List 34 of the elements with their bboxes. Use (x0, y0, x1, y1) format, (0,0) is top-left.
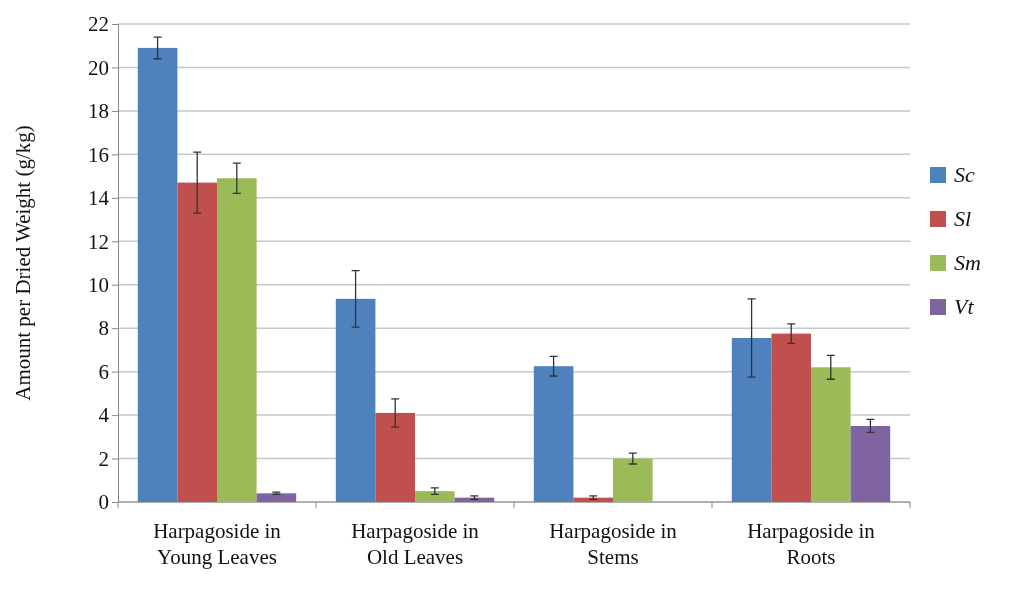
bar (731, 337, 772, 502)
legend-label: Sc (954, 162, 975, 187)
bar (771, 333, 811, 502)
y-tick-label: 12 (88, 229, 109, 254)
bar (811, 367, 851, 502)
y-tick-label: 2 (98, 446, 109, 471)
legend-label: Sl (954, 206, 972, 231)
y-axis-title: Amount per Dried Weight (g/kg) (11, 125, 35, 401)
bar (533, 366, 574, 502)
y-tick-label: 10 (88, 272, 109, 297)
y-tick-label: 18 (88, 99, 109, 124)
x-tick-label: Harpagoside in Roots (747, 519, 876, 569)
x-tick-label: Harpagoside in Young Leaves (153, 519, 282, 569)
y-tick-label: 14 (88, 186, 110, 211)
y-tick-label: 6 (98, 359, 109, 384)
y-tick-label: 4 (98, 403, 110, 428)
x-tick-label: Harpagoside in Old Leaves (351, 519, 480, 569)
bar (256, 493, 297, 502)
x-tick-label: Harpagoside in Stems (549, 519, 678, 569)
y-tick-label: 20 (88, 55, 109, 80)
legend-label: Sm (954, 250, 981, 275)
bar (415, 491, 455, 502)
y-tick-label: 8 (98, 316, 109, 341)
bar (137, 47, 178, 502)
bar (217, 178, 257, 502)
bar (335, 298, 376, 502)
y-tick-label: 22 (88, 12, 109, 37)
bar (177, 182, 217, 502)
legend-label: Vt (954, 294, 975, 319)
bar (375, 412, 415, 502)
bar (613, 458, 653, 502)
bar (850, 425, 891, 502)
y-tick-label: 16 (88, 142, 109, 167)
y-tick-label: 0 (98, 490, 109, 515)
